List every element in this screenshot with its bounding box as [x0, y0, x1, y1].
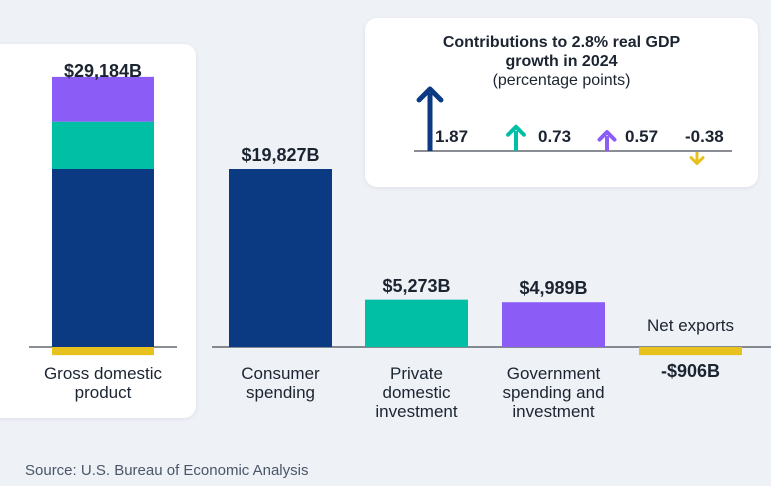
value-label-government-spending: $4,989B: [519, 278, 588, 299]
gdp-segment-consumer: [52, 169, 154, 347]
bar-consumer-spending: [229, 169, 332, 347]
category-label-gdp: Gross domestic product: [43, 364, 163, 402]
value-label-net-exports: -$906B: [660, 361, 721, 381]
arrow-up-icon: [416, 86, 444, 151]
inset-subtitle: (percentage points): [492, 72, 631, 89]
category-label-net-exports: Net exports: [647, 316, 734, 335]
value-label-consumer-spending: $19,827B: [241, 145, 320, 165]
contribution-value-investment: 0.73: [538, 127, 572, 146]
gdp-segment-government: [52, 76, 154, 122]
bar-government-spending-and-investment: [502, 302, 605, 347]
category-label-private-investment: Private domestic investment: [375, 364, 458, 421]
arrow-up-icon: [597, 130, 617, 151]
value-label-private-investment: $5,273B: [382, 275, 451, 296]
category-label-government-spending: Government spending and investment: [502, 364, 605, 421]
gdp-segment-investment: [52, 121, 154, 170]
bar-net-exports: [639, 347, 742, 356]
arrow-down-icon: [689, 152, 705, 166]
gdp-segment-net-exports: [52, 347, 154, 356]
contribution-value-net-exports: -0.38: [685, 127, 724, 146]
contribution-value-consumer: 1.87: [435, 127, 469, 146]
category-label-consumer-spending: Consumer spending: [241, 364, 320, 402]
value-label-gdp: $29,184B: [63, 61, 143, 81]
source-note: Source: U.S. Bureau of Economic Analysis: [25, 462, 309, 479]
contribution-value-government: 0.57: [625, 127, 659, 146]
contributions-inset: Contributions to 2.8% real GDP growth in…: [365, 18, 758, 187]
arrow-up-icon: [506, 124, 526, 151]
contributions-chart: [414, 86, 732, 166]
inset-title: Contributions to 2.8% real GDP growth in…: [442, 34, 681, 70]
bar-private-domestic-investment: [365, 299, 468, 347]
